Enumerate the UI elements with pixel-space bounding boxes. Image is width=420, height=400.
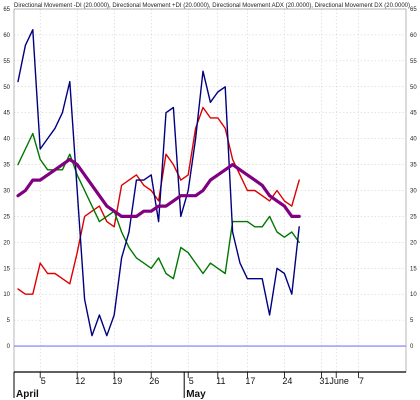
x-tick-label: 5 — [41, 376, 46, 386]
month-label: April — [16, 389, 39, 400]
x-axis-date-labels: 5 12 19 26 5 11 17 24 31 June 7 April May — [13, 372, 364, 400]
y-tick-label-left: 45 — [3, 111, 10, 117]
y-tick-label-right: 50 — [410, 85, 417, 91]
y-tick-label-left: 35 — [3, 163, 10, 169]
y-tick-label-left: 60 — [3, 33, 10, 39]
y-tick-label-left: 25 — [3, 214, 10, 220]
y-tick-label-right: 25 — [410, 214, 417, 220]
y-tick-label-right: 40 — [410, 137, 417, 143]
y-tick-label-left: 20 — [3, 240, 10, 246]
y-tick-label-right: 30 — [410, 189, 417, 195]
month-label: May — [186, 389, 206, 400]
series-lines — [16, 29, 301, 337]
y-axis-right: 0 5 10 15 20 25 30 35 40 45 50 55 60 65 — [410, 7, 417, 350]
y-tick-label-left: 15 — [3, 266, 10, 272]
y-tick-label-right: 15 — [410, 266, 417, 272]
y-tick-label-left: 5 — [7, 318, 11, 324]
y-tick-label-right: 60 — [410, 33, 417, 39]
x-tick-label: 31 — [319, 376, 329, 386]
y-tick-label-right: 5 — [410, 318, 414, 324]
chart-title: Directional Movement -DI (20.0000), Dire… — [14, 3, 410, 9]
y-tick-label-left: 30 — [3, 189, 10, 195]
y-tick-label-left: 50 — [3, 85, 10, 91]
x-tick-label: 11 — [216, 376, 225, 386]
x-tick-label: 26 — [149, 376, 159, 386]
y-tick-label-left: 10 — [3, 292, 10, 298]
y-tick-label-right: 0 — [410, 344, 414, 350]
y-tick-label-right: 10 — [410, 292, 417, 298]
minus-di-line — [17, 106, 300, 295]
y-tick-label-right: 65 — [410, 7, 417, 13]
x-tick-label: June — [329, 376, 349, 386]
y-tick-label-right: 55 — [410, 59, 417, 65]
y-tick-label-right: 35 — [410, 163, 417, 169]
dx-line — [17, 29, 300, 337]
x-tick-label: 5 — [189, 376, 194, 386]
y-tick-label-left: 65 — [3, 7, 10, 13]
adx-line — [16, 157, 301, 218]
y-tick-label-right: 45 — [410, 111, 417, 117]
x-tick-label: 12 — [75, 376, 85, 386]
y-tick-label-left: 55 — [3, 59, 10, 65]
x-tick-label: 17 — [245, 376, 255, 386]
x-tick-label: 7 — [359, 376, 364, 386]
y-tick-label-right: 20 — [410, 240, 417, 246]
x-tick-label: 24 — [282, 376, 292, 386]
y-tick-label-left: 0 — [7, 344, 11, 350]
y-axis-left: 0 5 10 15 20 25 30 35 40 45 50 55 60 65 — [3, 7, 10, 350]
x-tick-label: 19 — [112, 376, 122, 386]
y-tick-label-left: 40 — [3, 137, 10, 143]
